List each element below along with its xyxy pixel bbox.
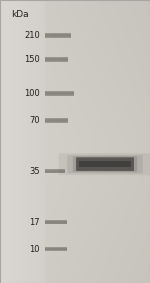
- FancyBboxPatch shape: [45, 169, 65, 173]
- FancyBboxPatch shape: [76, 157, 134, 171]
- Text: 10: 10: [29, 245, 40, 254]
- FancyBboxPatch shape: [59, 153, 150, 175]
- FancyBboxPatch shape: [45, 33, 71, 38]
- FancyBboxPatch shape: [79, 161, 131, 168]
- FancyBboxPatch shape: [45, 119, 68, 122]
- FancyBboxPatch shape: [45, 222, 67, 223]
- FancyBboxPatch shape: [45, 92, 74, 95]
- Text: 35: 35: [29, 167, 40, 176]
- FancyBboxPatch shape: [45, 171, 65, 172]
- Text: kDa: kDa: [11, 10, 28, 19]
- FancyBboxPatch shape: [73, 156, 137, 172]
- FancyBboxPatch shape: [45, 248, 67, 250]
- FancyBboxPatch shape: [45, 34, 71, 37]
- FancyBboxPatch shape: [45, 248, 67, 250]
- FancyBboxPatch shape: [45, 91, 74, 96]
- FancyBboxPatch shape: [45, 59, 68, 60]
- Text: 17: 17: [29, 218, 40, 227]
- FancyBboxPatch shape: [45, 220, 67, 224]
- FancyBboxPatch shape: [45, 57, 68, 62]
- Text: 210: 210: [24, 31, 40, 40]
- FancyBboxPatch shape: [45, 58, 68, 61]
- Text: 150: 150: [24, 55, 40, 64]
- FancyBboxPatch shape: [45, 120, 68, 121]
- FancyBboxPatch shape: [45, 221, 67, 224]
- Text: 70: 70: [29, 116, 40, 125]
- FancyBboxPatch shape: [45, 93, 74, 94]
- Text: 100: 100: [24, 89, 40, 98]
- FancyBboxPatch shape: [45, 247, 67, 251]
- FancyBboxPatch shape: [67, 155, 143, 173]
- FancyBboxPatch shape: [45, 35, 71, 36]
- FancyBboxPatch shape: [45, 118, 68, 123]
- FancyBboxPatch shape: [45, 170, 65, 173]
